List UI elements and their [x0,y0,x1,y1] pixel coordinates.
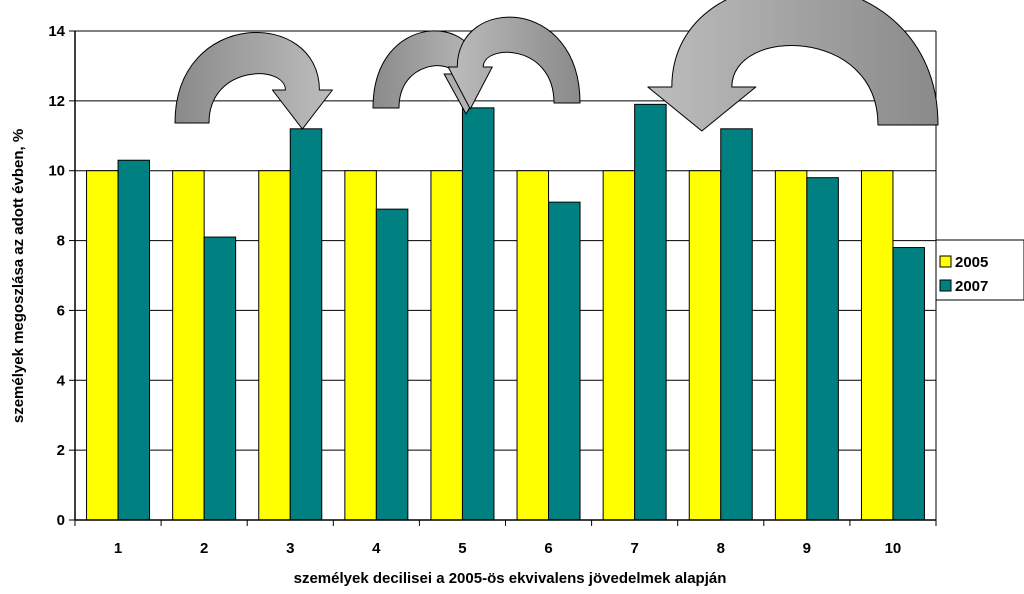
legend-swatch-2005 [939,255,952,268]
x-axis-title: személyek decilisei a 2005-ös ekvivalens… [294,570,727,587]
bar-2005-decile-4 [344,170,377,521]
bar-2007-decile-6 [548,201,581,521]
bar-2005-decile-10 [860,170,894,521]
bar-2005-decile-8 [688,170,722,521]
x-tick-label: 5 [458,540,466,557]
y-tick-label: 2 [57,442,65,459]
y-tick-label: 8 [57,233,65,250]
bar-2007-decile-8 [720,128,753,521]
x-tick-label: 10 [885,540,902,557]
x-tick-label: 6 [544,540,552,557]
bar-2005-decile-7 [602,170,636,521]
bar-2005-decile-5 [430,170,463,521]
bar-2007-decile-1 [117,159,151,521]
x-tick-label: 1 [114,540,122,557]
y-tick-label: 4 [57,372,66,389]
bar-2005-decile-9 [774,170,808,521]
y-tick-label: 10 [48,163,65,180]
arrow-annotations [174,0,939,132]
bar-2005-decile-1 [86,170,119,521]
legend-label-2007: 2007 [955,278,988,295]
bar-2005-decile-3 [258,170,291,521]
x-tick-label: 2 [200,540,208,557]
legend-label-2005: 2005 [955,254,988,271]
bar-2007-decile-5 [461,107,495,521]
bar-2005-decile-6 [516,170,550,521]
y-tick-label: 14 [48,23,65,40]
arrow-2-to-3 [174,32,333,130]
bar-2005-decile-2 [172,170,205,521]
arrow-10-to-8 [647,0,939,132]
x-tick-label: 3 [286,540,294,557]
bars [86,103,925,521]
bar-2007-decile-2 [203,236,237,521]
bar-2007-decile-10 [892,247,925,521]
x-tick-label: 8 [717,540,725,557]
x-tick-label: 4 [372,540,381,557]
y-axis-title: személyek megoszlása az adott évben, % [10,129,27,423]
bar-2007-decile-9 [806,177,839,521]
legend: 2005 2007 [935,239,1024,301]
y-tick-label: 0 [57,512,65,529]
x-tick-label: 9 [803,540,811,557]
x-tick-label: 7 [630,540,638,557]
legend-swatch-2007 [939,279,952,292]
bar-2007-decile-3 [289,128,323,521]
y-tick-label: 6 [57,302,65,319]
bar-2007-decile-7 [634,103,667,521]
y-tick-label: 12 [48,93,65,110]
arrow-6-to-5 [447,16,581,110]
bar-2007-decile-4 [375,208,409,521]
